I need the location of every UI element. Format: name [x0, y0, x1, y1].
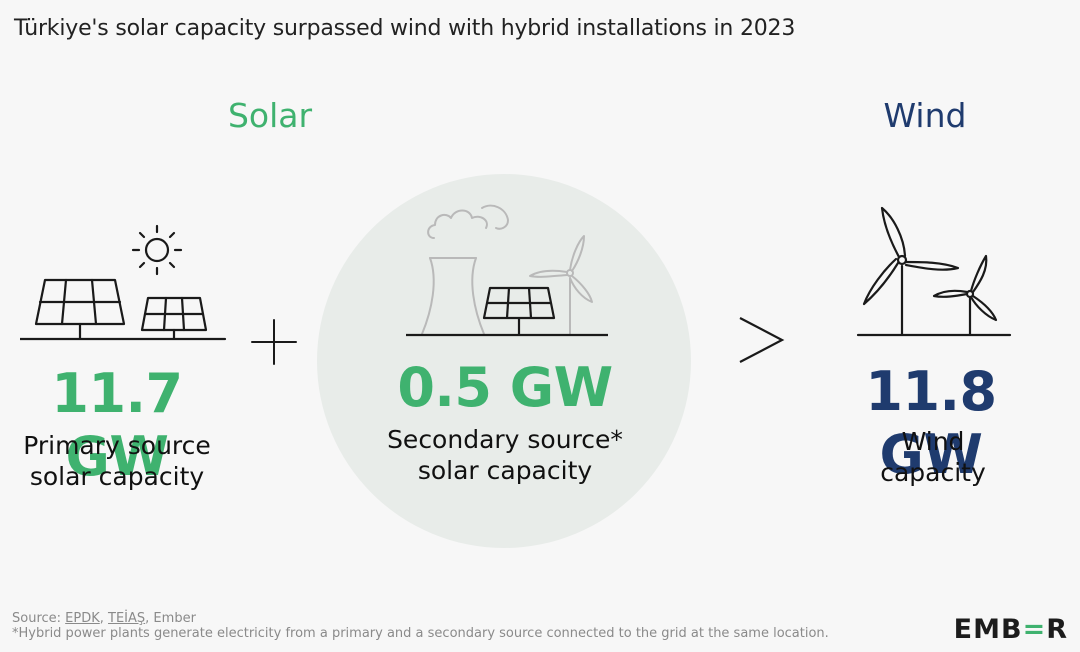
- source-link-teias[interactable]: TEİAŞ: [108, 611, 146, 626]
- logo-mark: =: [1022, 614, 1047, 645]
- secondary-solar-caption-line1: Secondary source*: [387, 425, 623, 454]
- wind-caption-line1: Wind: [901, 427, 965, 456]
- secondary-source-circle: [317, 174, 691, 548]
- secondary-solar-caption-line2: solar capacity: [417, 456, 593, 485]
- primary-solar-caption-line2: solar capacity: [29, 462, 205, 491]
- wind-caption: Wind capacity: [830, 426, 1036, 488]
- source-link-epdk[interactable]: EPDK: [65, 611, 100, 626]
- page-title: Türkiye's solar capacity surpassed wind …: [14, 16, 796, 41]
- logo-part1: EMB: [953, 614, 1023, 645]
- source-suffix: , Ember: [145, 611, 196, 626]
- wind-caption-line2: capacity: [880, 458, 986, 487]
- primary-solar-value: 11.7 GW: [51, 362, 183, 488]
- power-plant-icon: [406, 204, 608, 337]
- wind-value: 11.8 GW: [865, 360, 997, 486]
- source-prefix: Source:: [12, 611, 66, 626]
- secondary-solar-value: 0.5 GW: [397, 356, 613, 419]
- footnote: *Hybrid power plants generate electricit…: [12, 626, 829, 641]
- ember-logo: EMB=R: [954, 614, 1068, 645]
- primary-solar-caption-line1: Primary source: [23, 431, 211, 460]
- source-separator: ,: [99, 611, 109, 626]
- solar-heading: Solar: [227, 96, 313, 135]
- secondary-solar-caption: Secondary source* solar capacity: [355, 424, 655, 486]
- greater-than-icon: [739, 317, 785, 363]
- wind-heading: Wind: [883, 96, 967, 135]
- sun-icon: [131, 224, 183, 276]
- wind-turbines-icon: [856, 206, 1012, 337]
- source-line: Source: EPDK, TEİAŞ, Ember: [12, 611, 196, 626]
- logo-part3: R: [1046, 614, 1068, 645]
- primary-solar-caption: Primary source solar capacity: [0, 430, 234, 492]
- solar-panels-icon: [20, 224, 227, 341]
- plus-icon: [251, 319, 297, 365]
